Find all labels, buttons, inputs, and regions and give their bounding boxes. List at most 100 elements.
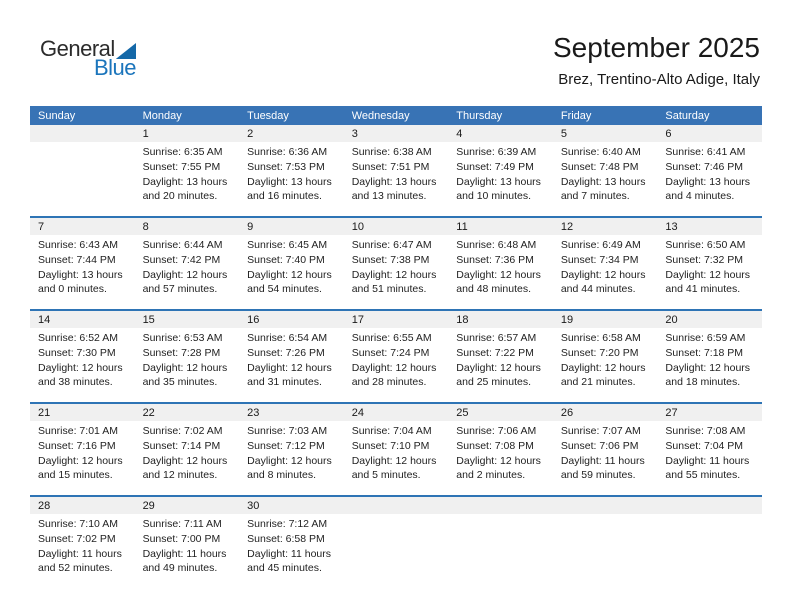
daylight-text: Daylight: 11 hours [142,547,227,560]
general-blue-logo: General Blue [40,36,137,81]
sunrise-text: Sunrise: 6:41 AM [665,146,746,158]
daylight-text: and 13 minutes. [351,190,427,203]
day-cell-11: Sunrise: 6:48 AM Sunset: 7:36 PM Daylight:… [448,235,553,297]
day-number-25: 25 [456,406,469,419]
daylight-text: Daylight: 12 hours [247,454,332,467]
daylight-text: and 41 minutes. [665,283,741,296]
day-number-30: 30 [247,499,260,512]
sunset-text: Sunset: 7:49 PM [456,160,534,173]
day-number-18: 18 [456,313,469,326]
day-number-strip: 28 29 30 [30,497,762,514]
daylight-text: and 4 minutes. [665,190,735,203]
daylight-text: and 49 minutes. [142,562,218,575]
daylight-text: Daylight: 13 hours [351,175,437,188]
day-number-26: 26 [560,406,574,419]
daylight-text: and 25 minutes. [456,376,531,389]
daylight-text: and 48 minutes. [456,283,531,296]
daylight-text: Daylight: 11 hours [665,454,750,467]
week-row-3: 14 15 16 17 18 19 20 Sunrise: 6:52 AM Sunset: 7:… [30,309,762,402]
daylight-text: and 21 minutes. [560,376,636,389]
sunrise-text: Sunrise: 7:06 AM [456,425,537,437]
sunrise-text: Sunrise: 6:53 AM [142,332,223,344]
sunset-text: Sunset: 7:24 PM [351,346,430,359]
sunrise-text: Sunrise: 6:40 AM [560,146,641,158]
daylight-text: Daylight: 12 hours [351,268,437,281]
day-cell-28: Sunrise: 7:10 AM Sunset: 7:02 PM Daylight:… [30,514,135,576]
daylight-text: and 44 minutes. [560,283,636,296]
sunrise-text: Sunrise: 7:07 AM [560,425,641,437]
daylight-text: Daylight: 13 hours [560,175,646,188]
daylight-text: Daylight: 13 hours [665,175,751,188]
day-number-29: 29 [142,499,155,512]
day-number-14: 14 [38,313,51,326]
sunset-text: Sunset: 7:32 PM [665,253,744,266]
sunrise-text: Sunrise: 7:02 AM [142,425,223,437]
sunset-text: Sunset: 7:34 PM [560,253,639,266]
day-details-row: Sunrise: 6:35 AM Sunset: 7:55 PM Daylight:… [30,142,762,204]
day-cell-17: Sunrise: 6:55 AM Sunset: 7:24 PM Daylight:… [344,328,449,390]
daylight-text: Daylight: 12 hours [142,454,228,467]
sunset-text: Sunset: 7:40 PM [247,253,325,266]
day-number-4: 4 [456,127,463,140]
weekday-header-wednesday: Wednesday [351,109,410,122]
daylight-text: and 15 minutes. [38,469,113,482]
weekday-header-tuesday: Tuesday [247,109,289,122]
daylight-text: and 54 minutes. [247,283,322,296]
daylight-text: and 55 minutes. [665,469,741,482]
sunrise-text: Sunrise: 6:59 AM [665,332,746,344]
sunrise-text: Sunrise: 6:39 AM [456,146,537,158]
daylight-text: and 59 minutes. [560,469,636,482]
day-cell-15: Sunrise: 6:53 AM Sunset: 7:28 PM Daylight:… [135,328,240,390]
day-cell-empty [344,514,449,576]
day-cell-12: Sunrise: 6:49 AM Sunset: 7:34 PM Daylight:… [553,235,658,297]
day-cell-21: Sunrise: 7:01 AM Sunset: 7:16 PM Daylight:… [30,421,135,483]
calendar-grid: Sunday Monday Tuesday Wednesday Thursday Frid… [30,106,762,588]
day-number-12: 12 [560,220,574,233]
sunset-text: Sunset: 7:46 PM [665,160,744,173]
sunrise-text: Sunrise: 6:45 AM [247,239,328,251]
weekday-header-saturday: Saturday [665,109,710,122]
daylight-text: Daylight: 12 hours [247,268,332,281]
day-cell-22: Sunrise: 7:02 AM Sunset: 7:14 PM Daylight:… [135,421,240,483]
sunset-text: Sunset: 7:30 PM [38,346,116,359]
daylight-text: Daylight: 13 hours [38,268,123,281]
day-number-27: 27 [665,406,678,419]
day-number-3: 3 [351,127,358,140]
sunset-text: Sunset: 7:14 PM [142,439,221,452]
page-title: September 2025 [552,32,760,63]
sunrise-text: Sunrise: 6:55 AM [351,332,432,344]
sunset-text: Sunset: 7:55 PM [142,160,221,173]
day-cell-20: Sunrise: 6:59 AM Sunset: 7:18 PM Daylight:… [657,328,762,390]
daylight-text: and 52 minutes. [38,562,113,575]
location-subtitle: Brez, Trentino-Alto Adige, Italy [558,71,760,88]
sunset-text: Sunset: 6:58 PM [247,532,325,545]
day-cell-6: Sunrise: 6:41 AM Sunset: 7:46 PM Daylight:… [657,142,762,204]
sunrise-text: Sunrise: 6:58 AM [560,332,641,344]
day-cell-14: Sunrise: 6:52 AM Sunset: 7:30 PM Daylight:… [30,328,135,390]
day-cell-23: Sunrise: 7:03 AM Sunset: 7:12 PM Daylight:… [239,421,344,483]
sunset-text: Sunset: 7:51 PM [351,160,430,173]
sunset-text: Sunset: 7:44 PM [38,253,116,266]
sunrise-text: Sunrise: 6:47 AM [351,239,432,251]
day-cell-3: Sunrise: 6:38 AM Sunset: 7:51 PM Daylight:… [344,142,449,204]
day-cell-10: Sunrise: 6:47 AM Sunset: 7:38 PM Daylight:… [344,235,449,297]
day-cell-26: Sunrise: 7:07 AM Sunset: 7:06 PM Daylight:… [553,421,658,483]
sunset-text: Sunset: 7:16 PM [38,439,116,452]
daylight-text: Daylight: 12 hours [456,361,541,374]
sunset-text: Sunset: 7:04 PM [665,439,744,452]
sunrise-text: Sunrise: 7:03 AM [247,425,328,437]
daylight-text: Daylight: 12 hours [560,268,646,281]
weekday-header-sunday: Sunday [38,109,76,122]
sunset-text: Sunset: 7:26 PM [247,346,325,359]
day-cell-29: Sunrise: 7:11 AM Sunset: 7:00 PM Daylight:… [135,514,240,576]
day-number-2: 2 [247,127,254,140]
daylight-text: and 31 minutes. [247,376,322,389]
sunrise-text: Sunrise: 6:57 AM [456,332,537,344]
day-cell-empty [553,514,658,576]
day-number-16: 16 [247,313,260,326]
sunset-text: Sunset: 7:48 PM [560,160,639,173]
day-cell-9: Sunrise: 6:45 AM Sunset: 7:40 PM Daylight:… [239,235,344,297]
sunset-text: Sunset: 7:00 PM [142,532,221,545]
day-cell-1: Sunrise: 6:35 AM Sunset: 7:55 PM Daylight:… [135,142,240,204]
daylight-text: Daylight: 12 hours [142,268,228,281]
